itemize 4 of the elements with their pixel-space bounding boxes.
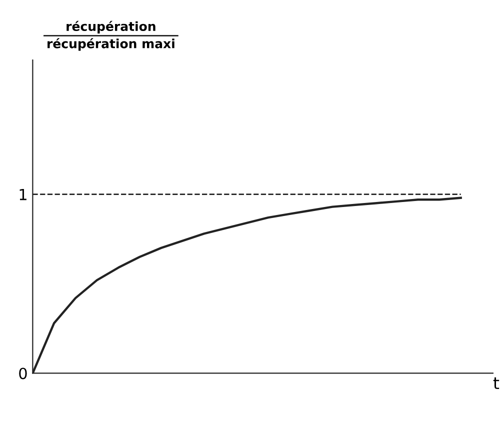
y-axis-title: récupération récupération maxi [48,20,174,51]
x-axis-title: t [493,377,500,390]
y-tick-label: 1 [20,188,26,200]
y-tick-label: 0 [19,368,27,380]
